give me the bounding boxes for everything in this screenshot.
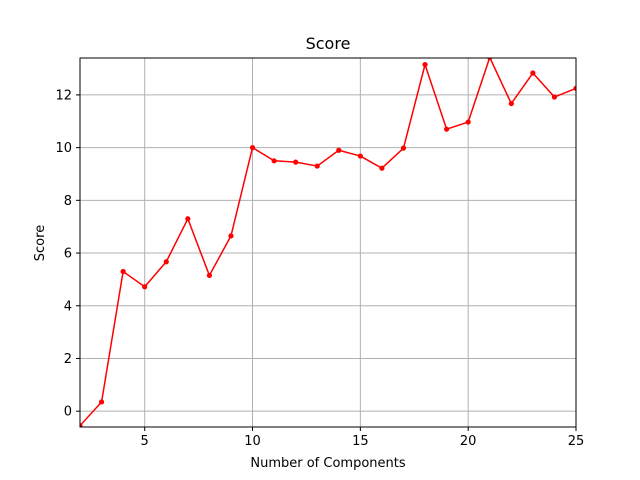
- data-point: [163, 259, 169, 265]
- y-tick-label: 4: [64, 299, 72, 314]
- data-point: [228, 233, 234, 239]
- data-point: [444, 126, 450, 132]
- data-point: [314, 163, 320, 169]
- data-point: [487, 58, 493, 61]
- x-tick-label: 15: [352, 434, 369, 449]
- y-axis-label: Score: [33, 225, 48, 261]
- plot-area-frame: [79, 57, 577, 428]
- data-point: [206, 272, 212, 279]
- series-line: [80, 58, 576, 427]
- data-point: [185, 216, 191, 222]
- x-tick-label: 25: [568, 434, 585, 449]
- series-layer: [80, 58, 576, 427]
- data-point: [357, 153, 363, 159]
- chart-title: Score: [306, 34, 351, 53]
- y-tick-label: 10: [55, 141, 72, 156]
- x-axis-ticks: 5 10 15 20 25: [141, 427, 585, 449]
- data-point: [336, 147, 342, 153]
- data-point: [551, 94, 558, 100]
- y-axis-ticks: 0 2 4 6 8 10 12: [55, 88, 80, 420]
- data-point: [271, 158, 277, 164]
- x-tick-label: 20: [460, 434, 477, 449]
- y-tick-label: 8: [64, 194, 72, 209]
- data-point: [573, 85, 576, 91]
- y-tick-label: 6: [64, 247, 72, 262]
- data-point: [80, 423, 83, 427]
- data-point: [120, 268, 126, 275]
- data-point: [249, 145, 256, 151]
- data-point: [98, 399, 105, 405]
- grid-lines: [80, 58, 577, 427]
- x-tick-label: 10: [244, 434, 261, 449]
- x-axis-label: Number of Components: [250, 456, 405, 471]
- x-tick-label: 5: [141, 434, 149, 449]
- data-point: [142, 284, 148, 290]
- data-point: [293, 159, 299, 165]
- data-point: [508, 100, 514, 107]
- y-tick-label: 2: [64, 352, 72, 367]
- data-point: [530, 70, 536, 76]
- data-point: [422, 61, 428, 68]
- y-tick-label: 0: [64, 405, 72, 420]
- data-point: [465, 119, 471, 125]
- data-point: [400, 145, 407, 151]
- y-tick-label: 12: [55, 88, 72, 103]
- data-point: [379, 165, 385, 171]
